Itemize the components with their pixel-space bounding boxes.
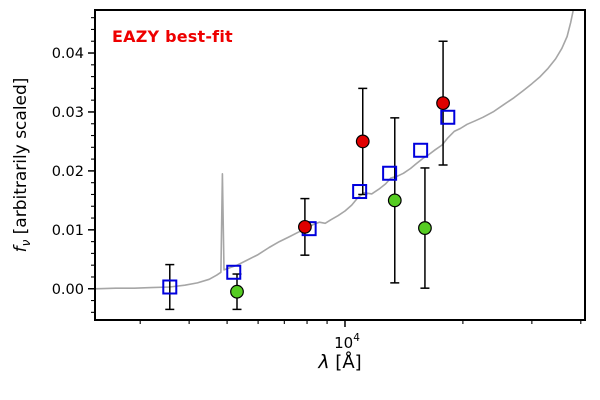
axes-frame [94,9,586,321]
annotation: EAZY best-fit [112,27,233,46]
observed-green-marker [230,284,244,299]
plot-area [95,10,575,311]
observed-green-marker [387,193,402,208]
model-photometry-marker [440,109,456,125]
observed-red-marker [355,134,370,149]
y-tick-label: 0.00 [52,282,84,298]
y-axis-label: fν [arbitrarily scaled] [11,78,33,253]
fnu-subscript: ν [19,239,34,247]
y-tick-label: 0.02 [52,164,84,180]
y-tick-label: 0.04 [52,46,84,62]
x-tick-label: 104 [334,332,360,352]
y-axis-label-units: [arbitrarily scaled] [10,77,31,240]
observed-red-marker [436,96,450,111]
observed-green-marker [418,221,432,235]
x-axis-label-units: [Å] [329,352,362,373]
annotation-text: EAZY best-fit [112,27,233,46]
fnu-symbol: f [10,246,31,253]
model-photometry-marker [382,165,398,181]
model-spectrum-line [95,10,575,290]
observed-red-marker [297,219,312,234]
model-photometry-marker [226,264,242,280]
x-axis-label: λ [Å] [95,351,585,373]
model-photometry-marker [352,184,368,200]
y-tick-label: 0.01 [52,223,84,239]
y-tick-label: 0.03 [52,105,84,121]
model-photometry-marker [162,279,178,295]
lambda-symbol: λ [318,351,330,373]
model-photometry-marker [413,142,429,158]
